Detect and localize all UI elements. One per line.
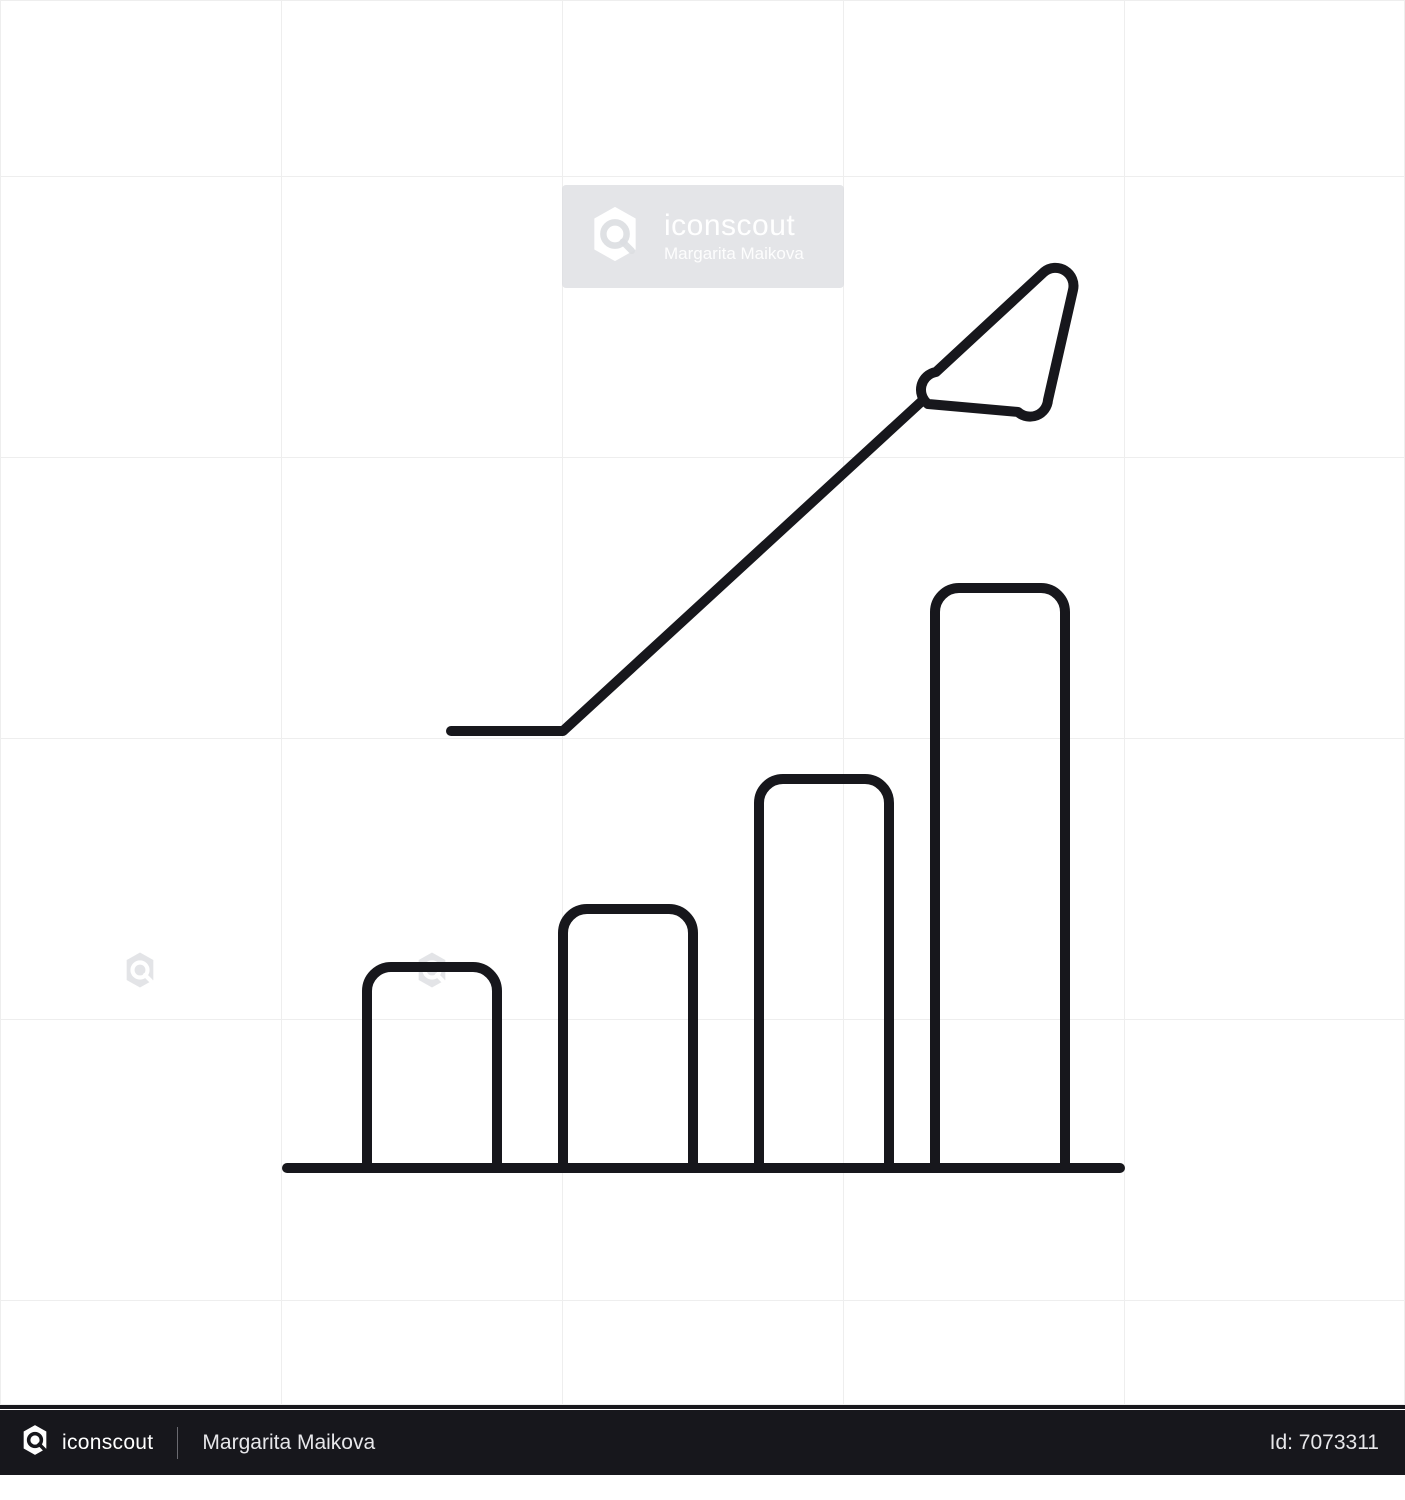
footer-asset-id: Id: 7073311 — [1270, 1431, 1379, 1455]
chart-bar — [563, 909, 693, 1168]
trend-arrow-head — [921, 268, 1073, 417]
chart-bar — [367, 967, 497, 1168]
trend-line — [451, 379, 946, 731]
canvas-bottom-border — [0, 1405, 1405, 1409]
footer-logo: iconscout — [18, 1423, 153, 1463]
footer-divider — [177, 1427, 178, 1459]
iconscout-logo-icon — [18, 1423, 52, 1463]
chart-bar — [759, 779, 889, 1168]
growth-chart-icon — [0, 0, 1405, 1405]
chart-bar — [935, 588, 1065, 1168]
preview-canvas: iconscout Margarita Maikova — [0, 0, 1405, 1405]
footer-author: Margarita Maikova — [202, 1431, 375, 1455]
footer-brand: iconscout — [62, 1431, 153, 1455]
page: iconscout Margarita Maikova — [0, 0, 1405, 1500]
attribution-footer: iconscout Margarita Maikova Id: 7073311 — [0, 1410, 1405, 1475]
